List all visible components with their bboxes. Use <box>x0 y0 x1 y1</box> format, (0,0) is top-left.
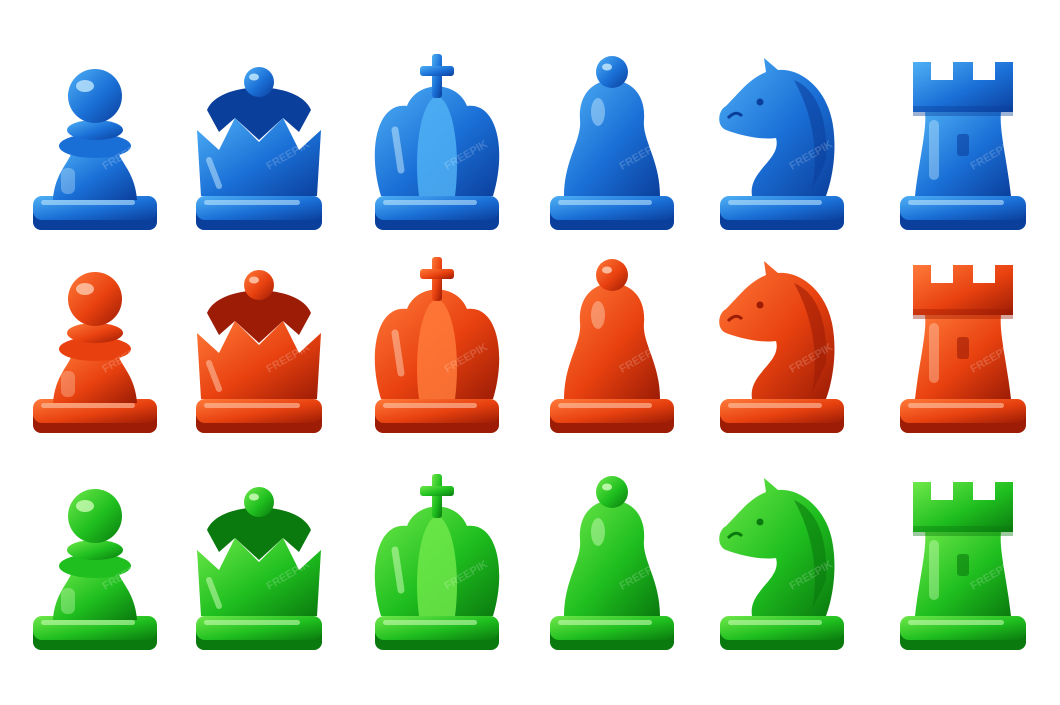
red-queen-piece-icon: FREEPIK <box>196 270 322 433</box>
red-knight-piece-icon: FREEPIK <box>719 261 844 433</box>
red-rook-piece-icon: FREEPIK <box>900 265 1026 433</box>
green-king-piece-icon: FREEPIK <box>374 474 500 650</box>
blue-rook-piece-icon: FREEPIK <box>900 62 1026 230</box>
red-pawn-piece-icon: FREEPIK <box>33 272 157 433</box>
red-bishop-piece-icon: FREEPIK <box>550 259 674 433</box>
green-bishop-piece-icon: FREEPIK <box>550 476 674 650</box>
blue-pawn-piece-icon: FREEPIK <box>33 69 157 230</box>
red-king-piece-icon: FREEPIK <box>374 257 500 433</box>
green-pawn-piece-icon: FREEPIK <box>33 489 157 650</box>
blue-bishop-piece-icon: FREEPIK <box>550 56 674 230</box>
blue-knight-piece-icon: FREEPIK <box>719 58 844 230</box>
green-rook-piece-icon: FREEPIK <box>900 482 1026 650</box>
green-queen-piece-icon: FREEPIK <box>196 487 322 650</box>
green-knight-piece-icon: FREEPIK <box>719 478 844 650</box>
blue-king-piece-icon: FREEPIK <box>374 54 500 230</box>
blue-queen-piece-icon: FREEPIK <box>196 67 322 230</box>
